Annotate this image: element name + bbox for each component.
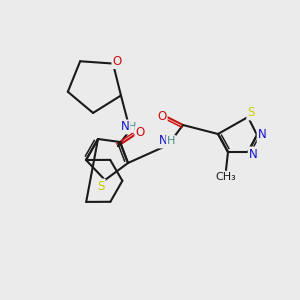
- Text: O: O: [135, 127, 145, 140]
- Text: O: O: [112, 55, 122, 68]
- Text: N: N: [159, 134, 167, 148]
- Text: S: S: [247, 106, 255, 119]
- Text: N: N: [121, 121, 129, 134]
- Text: O: O: [158, 110, 166, 124]
- Text: H: H: [128, 122, 136, 132]
- Text: CH₃: CH₃: [216, 172, 236, 182]
- Text: N: N: [249, 148, 257, 160]
- Text: S: S: [97, 179, 105, 193]
- Text: N: N: [258, 128, 266, 142]
- Text: H: H: [167, 136, 175, 146]
